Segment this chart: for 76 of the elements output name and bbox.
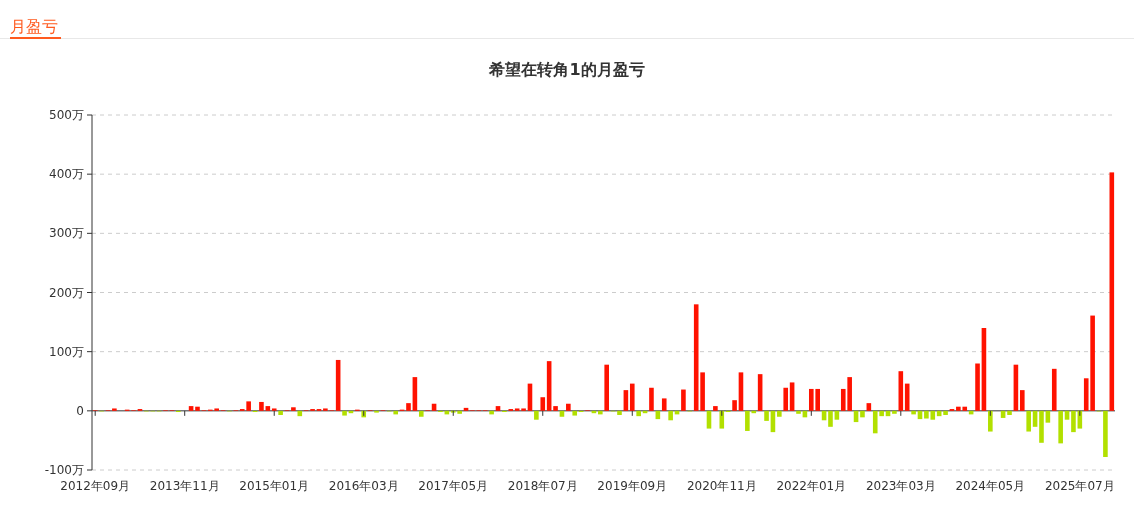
x-tick-label: 2025年07月 bbox=[1044, 479, 1115, 493]
bar bbox=[1026, 410, 1031, 432]
bar bbox=[291, 407, 296, 411]
bar bbox=[629, 383, 635, 411]
x-tick-label: 2015年01月 bbox=[239, 479, 310, 493]
bar bbox=[553, 406, 558, 411]
y-tick-label: 300万 bbox=[49, 226, 84, 241]
bar bbox=[713, 406, 718, 411]
bar bbox=[1051, 368, 1057, 411]
x-tick-label: 2012年09月 bbox=[60, 479, 131, 493]
bar bbox=[1103, 410, 1108, 457]
bar bbox=[1019, 390, 1025, 411]
bar bbox=[534, 410, 539, 420]
bar bbox=[988, 410, 993, 432]
bar bbox=[975, 363, 980, 411]
bar bbox=[661, 398, 667, 411]
bar bbox=[783, 387, 789, 411]
bar bbox=[904, 383, 910, 411]
bar bbox=[521, 408, 526, 411]
x-tick-label: 2022年01月 bbox=[776, 479, 847, 493]
bar bbox=[668, 410, 673, 421]
x-tick-label: 2023年03月 bbox=[865, 479, 936, 493]
bar bbox=[278, 410, 283, 415]
bar bbox=[1058, 410, 1063, 444]
bar bbox=[828, 410, 833, 427]
bar bbox=[406, 403, 411, 411]
x-tick-label: 2013年11月 bbox=[149, 479, 220, 493]
bar bbox=[892, 410, 897, 414]
x-tick-label: 2016年03月 bbox=[328, 479, 399, 493]
bar bbox=[732, 400, 737, 411]
bar bbox=[188, 406, 194, 411]
bar bbox=[418, 410, 424, 417]
x-tick-label: 2020年11月 bbox=[686, 479, 757, 493]
bar bbox=[719, 410, 725, 429]
bar bbox=[489, 410, 494, 415]
y-tick-label: -100万 bbox=[44, 463, 84, 477]
bar bbox=[271, 408, 277, 411]
y-tick-label: 100万 bbox=[49, 344, 84, 359]
bar bbox=[495, 406, 501, 411]
bar bbox=[1007, 410, 1012, 415]
bar bbox=[598, 410, 603, 415]
bar bbox=[393, 410, 398, 415]
bar bbox=[540, 397, 546, 411]
bar bbox=[265, 406, 271, 411]
bar bbox=[1039, 410, 1044, 443]
x-tick-label: 2019年09月 bbox=[597, 479, 668, 493]
bar bbox=[514, 408, 520, 411]
bar bbox=[777, 410, 782, 417]
chart-title: 希望在转角1的月盈亏 bbox=[488, 60, 645, 79]
bar bbox=[572, 410, 578, 416]
x-tick-label: 2018年07月 bbox=[507, 479, 578, 493]
bar bbox=[195, 406, 200, 411]
bar bbox=[259, 401, 264, 411]
bar bbox=[943, 410, 948, 415]
bar bbox=[649, 387, 654, 411]
y-tick-label: 500万 bbox=[49, 108, 84, 122]
bar bbox=[112, 408, 117, 411]
x-tick-label: 2024年05月 bbox=[955, 479, 1026, 493]
text: 月盈亏 bbox=[10, 17, 58, 36]
bar bbox=[604, 364, 609, 411]
y-tick-label: 200万 bbox=[49, 285, 84, 300]
bar bbox=[1071, 410, 1076, 433]
y-tick-label: 400万 bbox=[49, 167, 84, 182]
bar bbox=[681, 389, 686, 411]
bar bbox=[860, 410, 865, 418]
bar bbox=[764, 410, 769, 421]
bar bbox=[617, 410, 622, 415]
bar bbox=[342, 410, 347, 416]
x-tick-label: 2017年05月 bbox=[418, 479, 489, 493]
bar bbox=[866, 403, 872, 411]
bar bbox=[297, 410, 303, 417]
y-tick-label: 0 bbox=[76, 403, 84, 418]
bar bbox=[911, 410, 916, 415]
bar bbox=[566, 403, 571, 411]
bar bbox=[796, 410, 801, 414]
bar bbox=[636, 410, 641, 417]
